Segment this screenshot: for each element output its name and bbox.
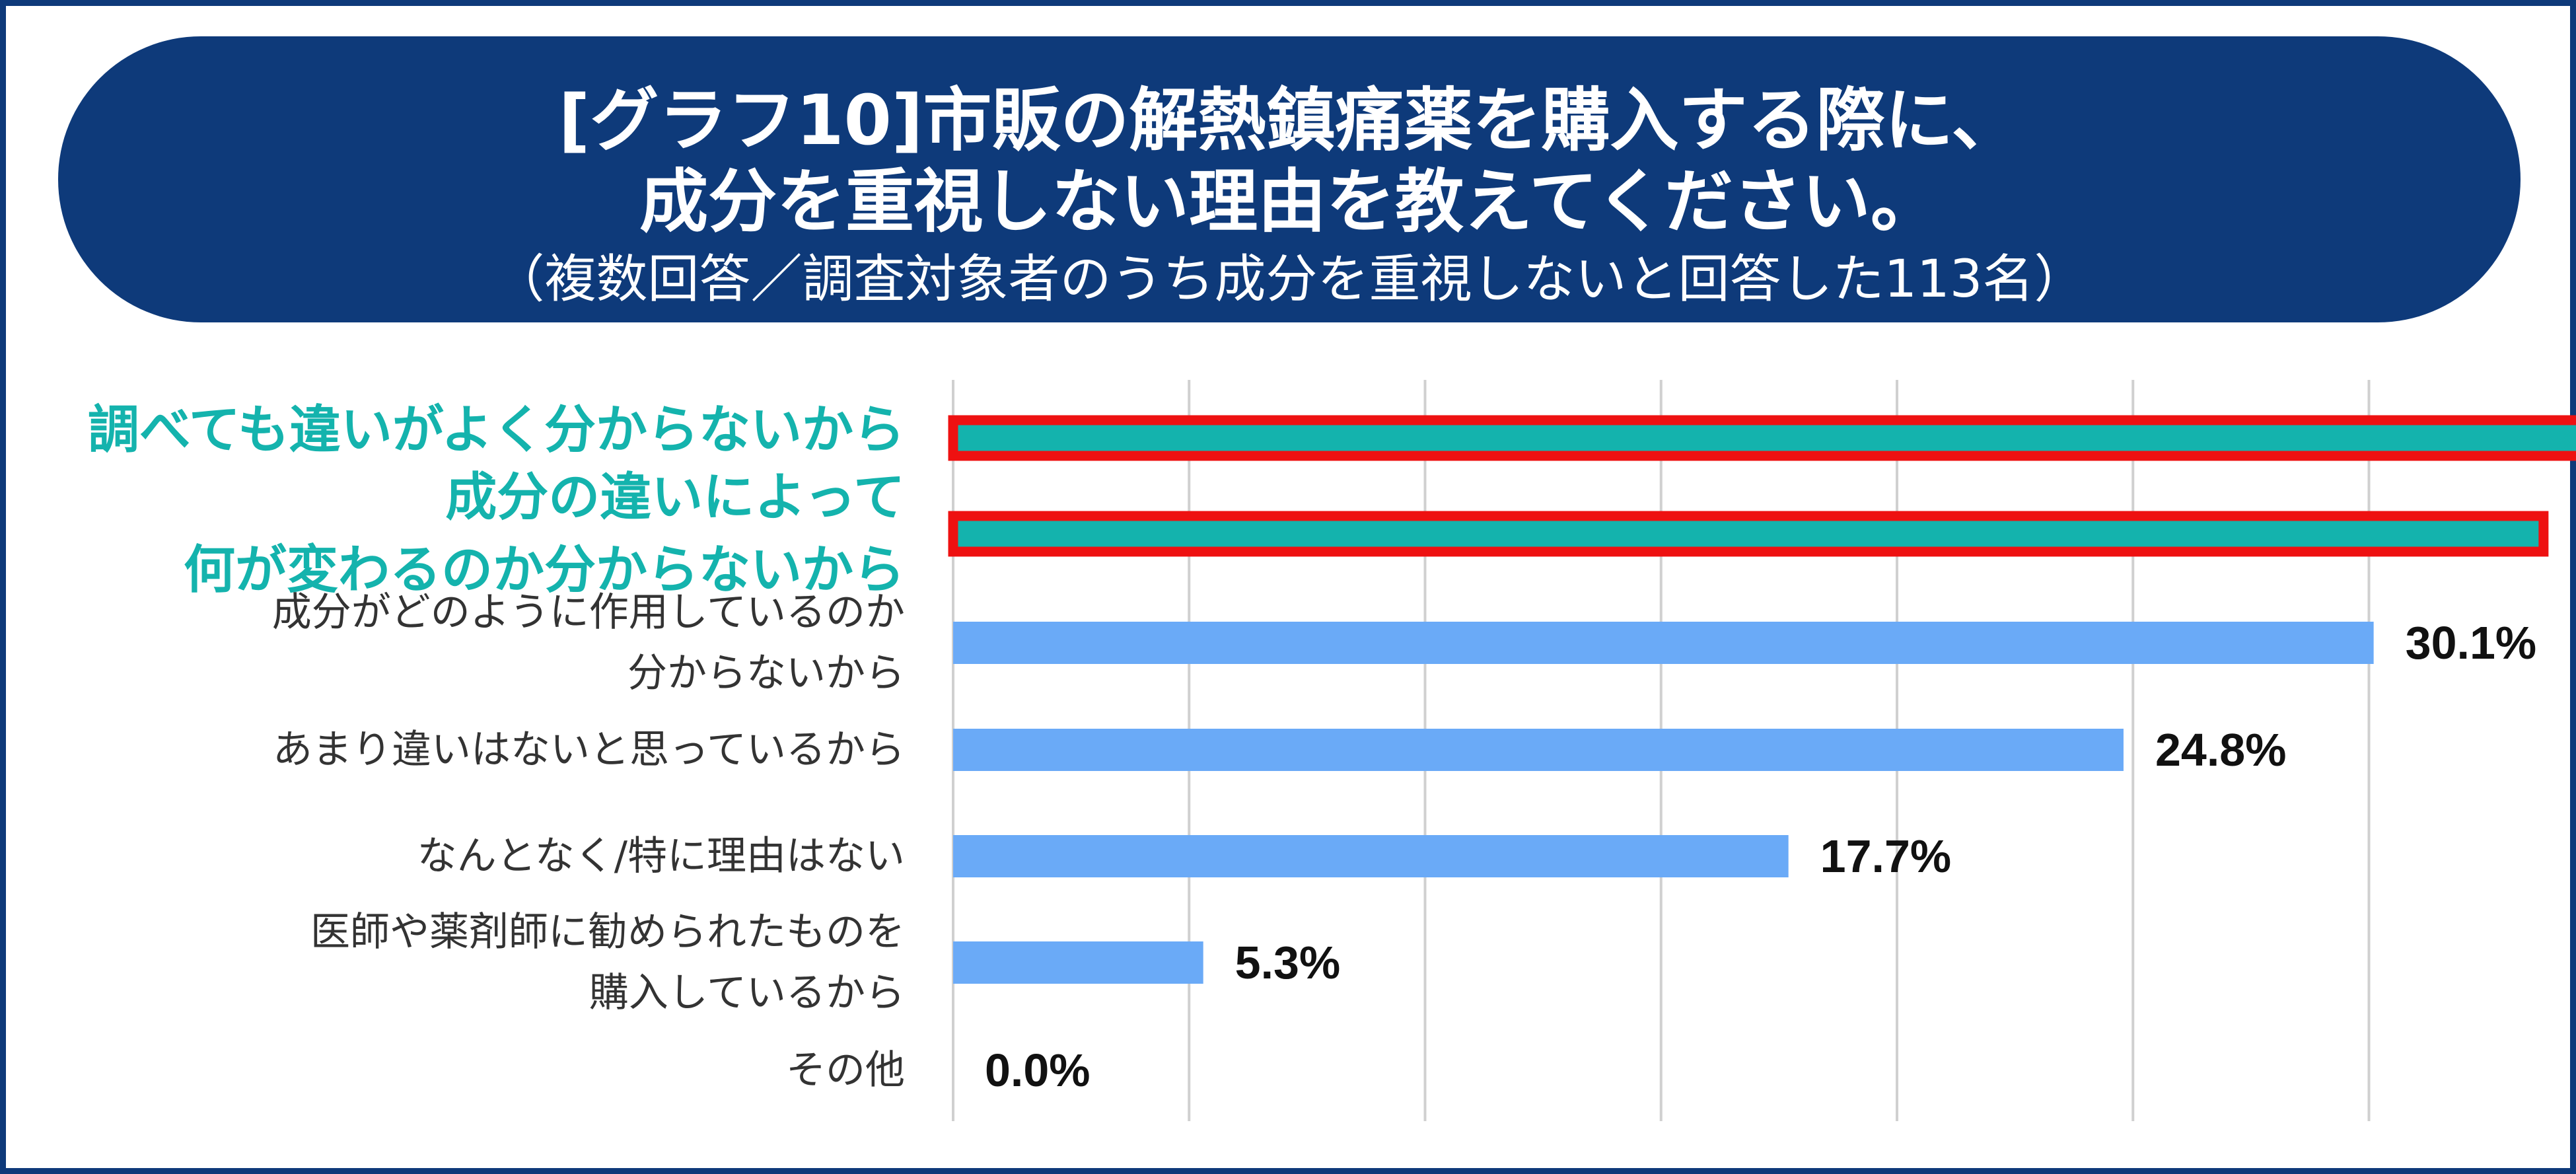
value-label: 17.7% <box>1820 830 1951 882</box>
bar <box>953 622 2374 664</box>
value-label: 0.0% <box>985 1045 1091 1096</box>
category-label-line: なんとなく/特に理由はない <box>417 833 905 879</box>
category-label-line: あまり違いはないと思っているから <box>273 727 905 773</box>
category-label-line: 成分の違いによって <box>445 468 905 527</box>
category-label-line: 調べても違いがよく分からないから <box>87 400 905 460</box>
category-label: あまり違いはないと思っているから <box>273 719 905 780</box>
category-label-line: 購入しているから <box>589 970 905 1016</box>
chart-title-line2: 成分を重視しない理由を教えてください。 <box>639 161 1939 242</box>
value-label: 5.3% <box>1235 937 1341 988</box>
value-label: 24.8% <box>2155 724 2286 776</box>
value-label: 30.1% <box>2406 617 2536 669</box>
chart-subtitle: （複数回答／調査対象者のうち成分を重視しないと回答した113名） <box>493 250 2086 309</box>
category-label-line: 成分がどのように作用しているのか <box>271 589 905 636</box>
category-label-line: その他 <box>786 1047 905 1093</box>
category-label: 調べても違いがよく分からないから <box>88 394 905 466</box>
category-label-line: 分からないから <box>627 650 905 696</box>
chart-title-line1: [グラフ10]市販の解熱鎮痛薬を購入する際に、 <box>558 80 2021 161</box>
category-label: 医師や薬剤師に勧められたものを購入しているから <box>310 902 905 1023</box>
bar <box>953 729 2124 771</box>
bar-highlighted <box>948 415 2576 461</box>
bar <box>953 835 1789 877</box>
category-label-line: 医師や薬剤師に勧められたものを <box>310 909 905 955</box>
category-label-line: 何が変わるのか分からないから <box>183 540 905 600</box>
title-banner: [グラフ10]市販の解熱鎮痛薬を購入する際に、 成分を重視しない理由を教えてくだ… <box>58 36 2521 322</box>
category-label: なんとなく/特に理由はない <box>417 826 905 887</box>
category-label: 成分がどのように作用しているのか分からないから <box>272 582 905 704</box>
bar-highlighted <box>948 511 2549 557</box>
bar <box>953 941 1203 984</box>
category-label: その他 <box>786 1040 905 1101</box>
category-label: 成分の違いによって何が変わるのか分からないから <box>184 461 905 606</box>
